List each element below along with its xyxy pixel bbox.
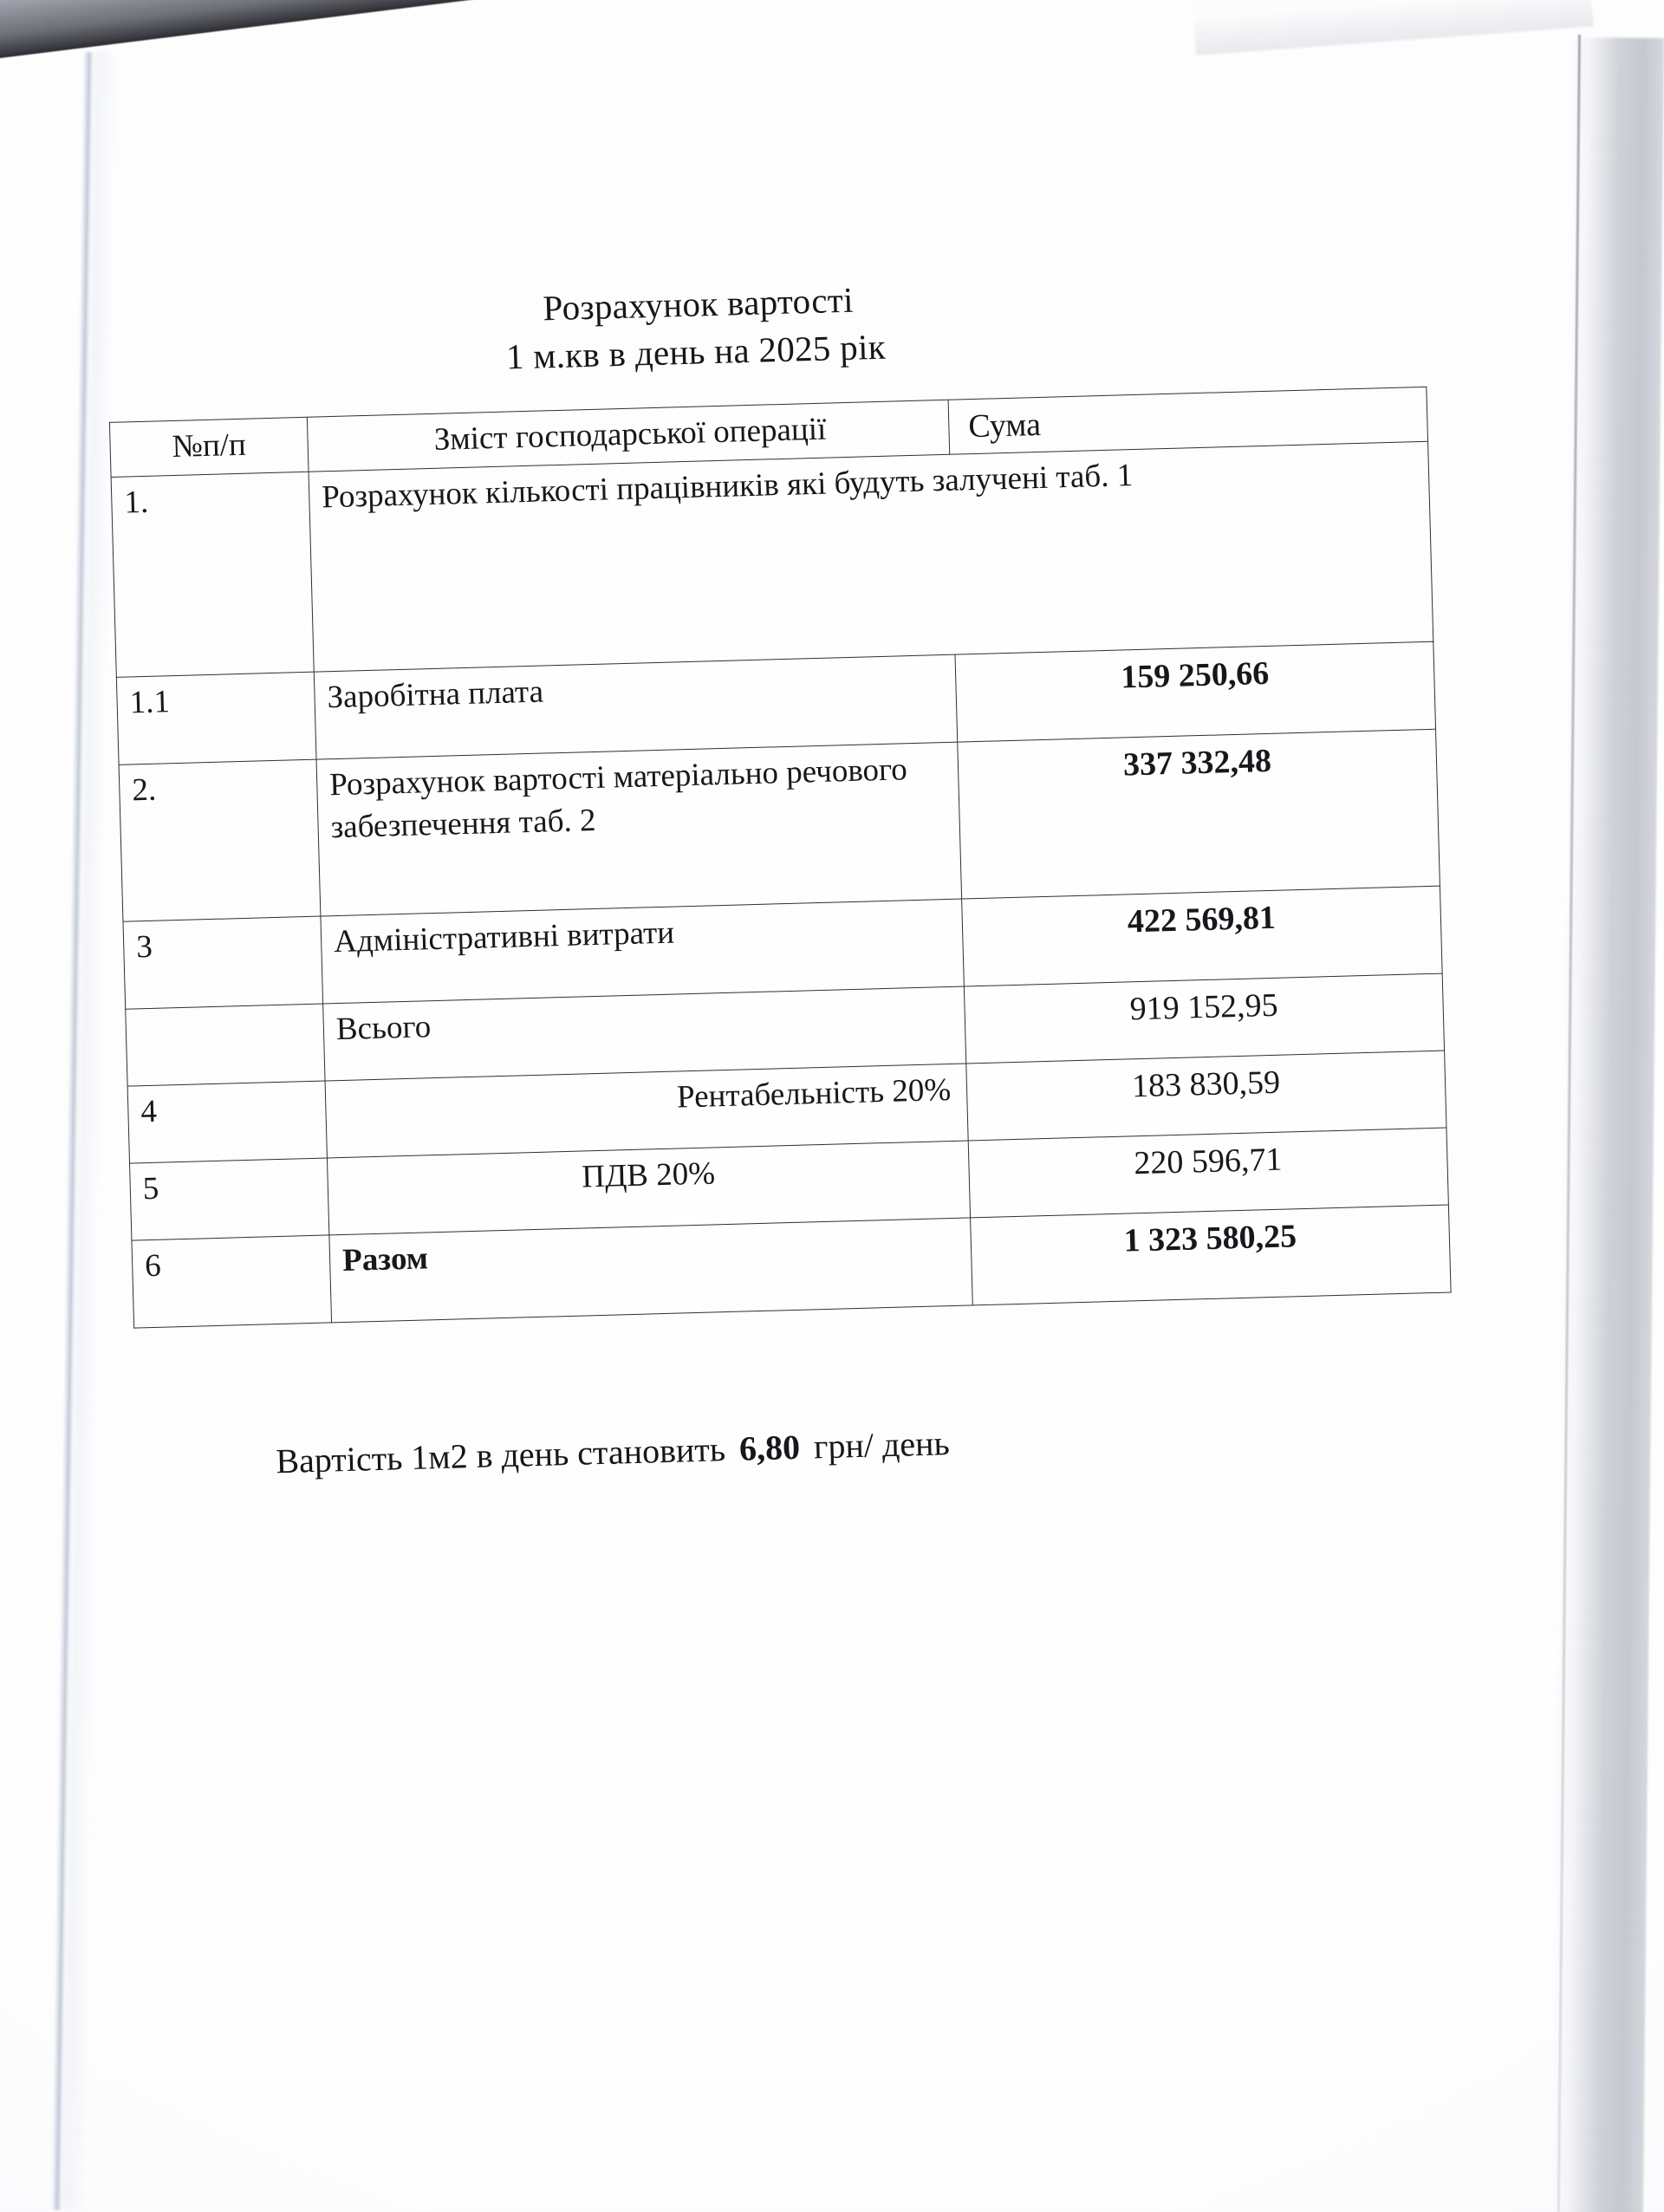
row-description: Розрахунок вартості матеріально речового… [316, 742, 962, 917]
row-description: Заробітна плата [314, 654, 958, 760]
row-sum: 337 332,48 [957, 729, 1440, 900]
row-number [125, 1004, 326, 1087]
page-title: Розрахунок вартості 1 м.кв в день на 202… [504, 264, 1287, 381]
row-number: 1.1 [116, 672, 317, 765]
row-number: 5 [129, 1158, 329, 1241]
row-description: Розрахунок кількості працівників які буд… [309, 441, 1433, 673]
row-number: 3 [122, 916, 323, 1010]
row-number: 2. [119, 759, 321, 922]
row-number: 6 [131, 1235, 332, 1329]
row-number: 1. [111, 472, 315, 678]
row-sum: 183 830,59 [965, 1051, 1446, 1142]
row-sum: 1 323 580,25 [970, 1205, 1452, 1306]
row-number: 4 [127, 1081, 328, 1164]
rate-summary-prefix: Вартість 1м2 в день становить [275, 1429, 726, 1481]
column-header-no: №п/п [109, 417, 309, 478]
rate-value: 6,80 [738, 1427, 801, 1468]
rate-summary-line: Вартість 1м2 в день становить 6,80 грн/ … [276, 1409, 1403, 1484]
row-description: Адміністративні витрати [320, 899, 965, 1005]
table-row: 1. Розрахунок кількості працівників які … [111, 441, 1433, 678]
row-sum: 220 596,71 [968, 1128, 1449, 1219]
row-sum: 422 569,81 [961, 886, 1443, 987]
cost-calculation-table: №п/п Зміст господарської операції Сума 1… [109, 387, 1452, 1329]
rate-summary-suffix: грн/ день [813, 1423, 951, 1467]
row-sum: 919 152,95 [964, 973, 1445, 1064]
row-sum: 159 250,66 [955, 641, 1436, 743]
row-description: Разом [328, 1218, 973, 1324]
